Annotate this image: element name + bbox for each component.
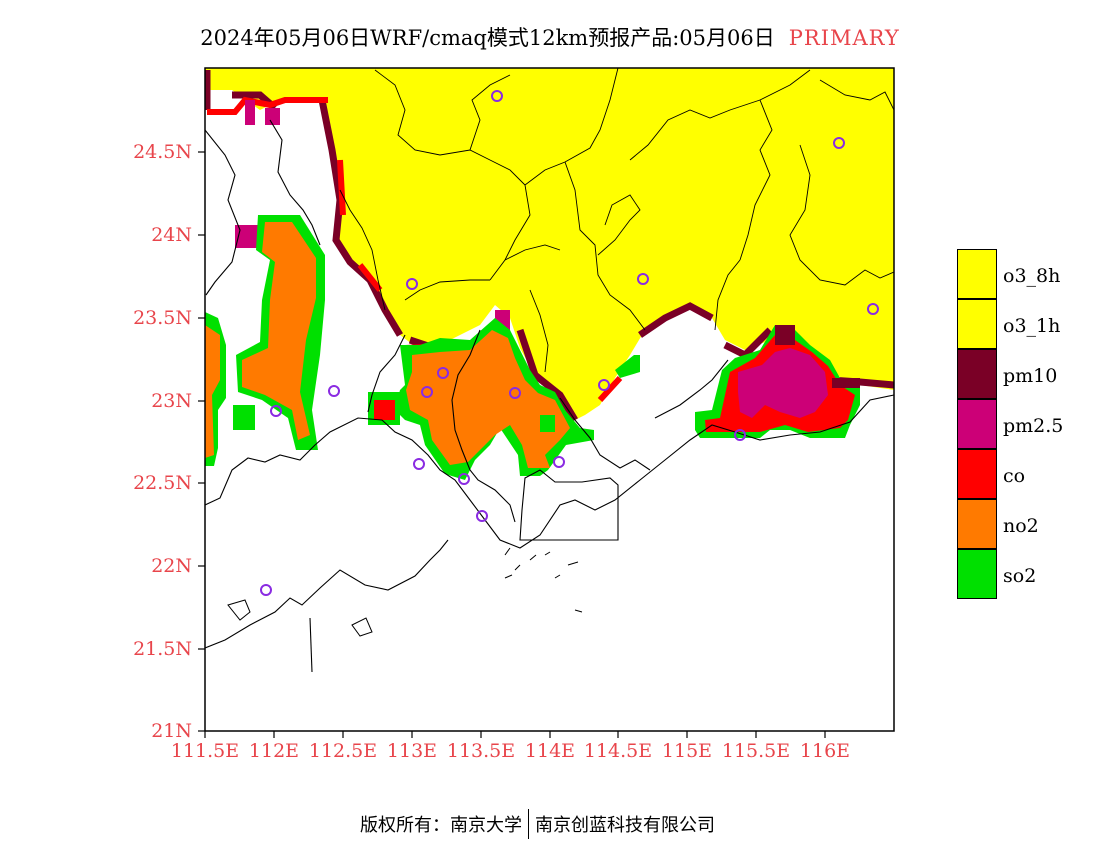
no2-far-left (205, 325, 220, 458)
legend-swatch-no2 (957, 499, 997, 549)
lon-tick-label: 113E (386, 740, 438, 762)
legend-swatch-pm25 (957, 399, 997, 449)
station-marker (637, 273, 649, 285)
legend-swatch-pm10 (957, 349, 997, 399)
legend-label: o3_8h (1003, 265, 1061, 287)
station-marker (598, 379, 610, 391)
lat-tick-label: 24.5N (133, 141, 192, 163)
lat-tick-label: 23N (151, 390, 192, 412)
so2-spot-c (540, 355, 640, 432)
chart-title: 2024年05月06日WRF/cmaq模式12km预报产品:05月06日 PRIM… (0, 22, 1100, 52)
lon-tick-label: 114E (524, 740, 576, 762)
legend-label: co (1003, 465, 1026, 487)
lon-tick-label: 112.5E (308, 740, 378, 762)
no2-left (242, 222, 316, 440)
co-island-b (374, 400, 395, 420)
lat-tick-label: 24N (151, 224, 192, 246)
footer-separator (528, 809, 529, 839)
legend-swatch-so2 (957, 549, 997, 599)
lon-tick-label: 112E (248, 740, 300, 762)
station-marker (413, 458, 425, 470)
no2-prd (406, 330, 570, 468)
lon-tick-label: 113.5E (446, 740, 516, 762)
pm10-east (775, 325, 860, 388)
legend-label: o3_1h (1003, 315, 1061, 337)
legend-label: pm10 (1003, 365, 1058, 387)
station-marker (270, 405, 282, 417)
so2-island-a (233, 392, 400, 430)
station-marker (421, 386, 433, 398)
station-marker (328, 385, 340, 397)
legend-swatch-o3-1h (957, 299, 997, 349)
station-markers (260, 90, 879, 596)
title-text: 2024年05月06日WRF/cmaq模式12km预报产品:05月06日 (200, 26, 775, 50)
legend-label: no2 (1003, 515, 1039, 537)
lat-tick-label: 22.5N (133, 472, 192, 494)
footer-credits: 版权所有：南京大学 南京创蓝科技有限公司 (360, 809, 715, 841)
lon-tick-label: 115E (661, 740, 713, 762)
station-marker (260, 584, 272, 596)
legend-swatch-o3-8h (957, 249, 997, 299)
station-marker (406, 278, 418, 290)
legend-label: so2 (1003, 565, 1037, 587)
axis-ticks (198, 151, 826, 738)
station-marker (553, 456, 565, 468)
station-marker (437, 367, 449, 379)
o3-region (205, 68, 894, 420)
footer-left: 版权所有：南京大学 (360, 815, 522, 836)
co-strip-north (207, 96, 623, 403)
legend-label: pm2.5 (1003, 415, 1064, 437)
footer-right: 南京创蓝科技有限公司 (535, 815, 715, 836)
pm25-east (738, 348, 828, 418)
station-marker (734, 429, 746, 441)
station-marker (509, 387, 521, 399)
islands (227, 547, 583, 637)
lon-tick-label: 114.5E (583, 740, 653, 762)
lat-tick-label: 21.5N (133, 638, 192, 660)
lat-tick-label: 23.5N (133, 307, 192, 329)
station-marker (867, 303, 879, 315)
province-boundaries (339, 68, 894, 373)
lon-tick-label: 115.5E (721, 740, 791, 762)
lon-tick-label: 116E (799, 740, 851, 762)
station-marker (458, 473, 470, 485)
station-marker (833, 137, 845, 149)
title-tag: PRIMARY (788, 26, 900, 50)
lat-tick-label: 22N (151, 555, 192, 577)
coastlines (205, 119, 894, 673)
station-marker (476, 510, 488, 522)
legend-swatch-co (957, 449, 997, 499)
lat-tick-label: 21N (151, 720, 192, 742)
lon-tick-label: 111.5E (170, 740, 240, 762)
station-marker (491, 90, 503, 102)
